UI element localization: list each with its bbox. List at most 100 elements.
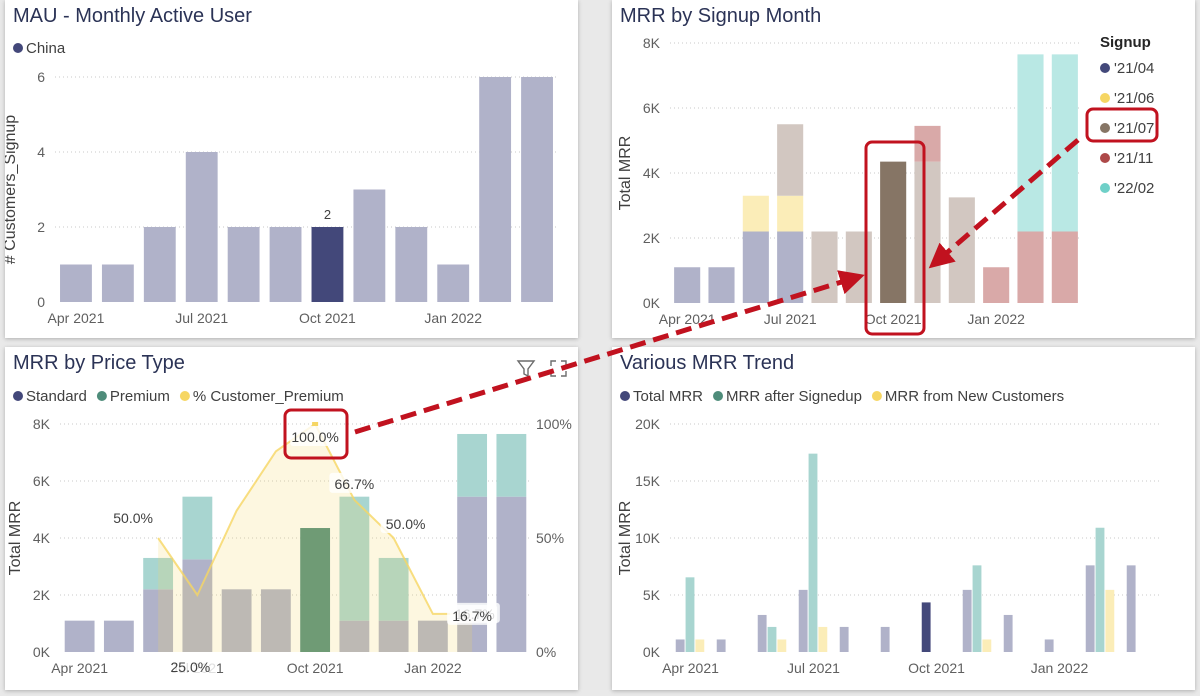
focus-mode-icon (550, 360, 567, 377)
legend-marker (1100, 153, 1110, 163)
price-bar-segment (300, 528, 331, 652)
legend-marker (96, 391, 107, 401)
y-tick-label: 0K (643, 644, 661, 660)
legend-title: Signup (1100, 34, 1151, 51)
y-tick-label: 0K (643, 295, 661, 311)
price-bar-segment (496, 496, 527, 652)
price-bar-segment (457, 496, 488, 652)
chart-title: MAU - Monthly Active User (13, 5, 252, 27)
legend-marker (713, 391, 724, 401)
mau-bar (521, 77, 553, 302)
trend-bar (1126, 565, 1136, 652)
mau-chart-panel: MAU - Monthly Active User China 0 2 4 6 Apr 20… (5, 0, 578, 338)
price-bar-segment (339, 620, 370, 652)
trend-bar (798, 589, 808, 652)
y-tick-label: 10K (635, 530, 661, 546)
mau-bar (101, 264, 134, 302)
signup-bar-segment (845, 231, 872, 303)
pct-label: 50.0% (113, 510, 153, 526)
x-tick-label: Apr 2021 (662, 660, 719, 676)
signup-bar-segment (811, 231, 838, 303)
pct-label-bg (447, 604, 498, 625)
mrr-price-chart-panel: MRR by Price Type Standard Premium % Custom… (5, 347, 578, 690)
y-tick-label: 6K (643, 100, 661, 116)
mau-bar (227, 227, 260, 302)
mrr-signup-chart-panel: MRR by Signup Month 0K 2K 4K 6K 8K Apr 2021 Jul… (612, 0, 1195, 338)
x-tick-label: Oct 2021 (865, 311, 922, 327)
signup-bar-segment (1017, 231, 1044, 303)
mau-bar (353, 189, 386, 302)
signup-bar-segment (914, 161, 941, 303)
y-tick-label: 4K (33, 530, 51, 546)
legend-marker (1100, 93, 1110, 103)
pct-label: 100.0% (291, 429, 338, 445)
trend-bar (675, 639, 685, 652)
legend-marker (1100, 183, 1110, 193)
trend-bar (685, 577, 695, 652)
filter-icon-shape (516, 360, 536, 378)
mrr-trend-chart-panel: Various MRR Trend Total MRR MRR after Sign… (612, 347, 1195, 690)
filter-icon (516, 360, 536, 378)
pct-label: 25.0% (171, 659, 211, 675)
data-label: 2 (324, 207, 331, 222)
trend-bar (1105, 589, 1115, 652)
mau-bar (269, 227, 302, 302)
price-bar-segment (182, 496, 213, 560)
legend-marker (1100, 123, 1110, 133)
chart-title: Various MRR Trend (620, 352, 794, 374)
signup-bar-segment (742, 231, 769, 303)
price-bar-segment (378, 620, 409, 652)
pct-label: 50.0% (386, 516, 426, 532)
x-tick-label: Apr 2021 (48, 310, 105, 326)
x-tick-label: Jan 2022 (404, 660, 462, 676)
trend-bar (767, 626, 777, 652)
pct-label: 16.7% (452, 608, 492, 624)
x-tick-label: Jul 2021 (175, 310, 228, 326)
mau-chart: MAU - Monthly Active User China 0 2 4 6 Apr 20… (5, 5, 558, 326)
trend-bar (777, 639, 787, 652)
signup-bar-segment (777, 231, 804, 303)
chart-title: MRR by Signup Month (620, 5, 821, 27)
x-tick-label: Oct 2021 (299, 310, 356, 326)
signup-bar-segment (880, 161, 907, 303)
mau-bar (185, 152, 218, 302)
price-bar-segment (143, 589, 174, 652)
legend-label: China (26, 40, 66, 57)
y-tick-label: 20K (635, 416, 661, 432)
y-tick-label: 2 (37, 219, 45, 235)
legend-label: '21/04 (1114, 60, 1154, 77)
y-tick-label: 6K (33, 473, 51, 489)
legend-label: '21/07 (1114, 120, 1154, 137)
price-bar-segment (417, 620, 448, 652)
trend-bar (972, 565, 982, 652)
focus-mode-icon-shape (550, 360, 567, 377)
trend-bar (757, 614, 767, 652)
legend-label: '22/02 (1114, 180, 1154, 197)
price-bar-segment (496, 433, 527, 497)
trend-bar (808, 453, 818, 652)
signup-bar-segment (983, 267, 1010, 303)
price-bar-segment (378, 557, 409, 621)
signup-bar-segment (777, 195, 804, 232)
mau-bar (395, 227, 428, 302)
y2-tick-label: 50% (536, 530, 564, 546)
legend-marker (620, 391, 630, 401)
y-axis-title: Total MRR (7, 501, 24, 576)
legend-label: % Customer_Premium (193, 388, 344, 405)
legend-label: Premium (110, 388, 170, 405)
trend-bar (695, 639, 705, 652)
signup-bar-segment (948, 197, 975, 303)
trend-bar (839, 626, 849, 652)
trend-bar (1003, 614, 1013, 652)
pct-area (158, 424, 473, 652)
pct-label-bg (165, 656, 216, 676)
y-tick-label: 2K (33, 587, 51, 603)
legend-marker (1100, 63, 1110, 73)
price-bar-segment (143, 557, 174, 590)
signup-bar-segment (777, 124, 804, 196)
y-tick-label: 0K (33, 644, 51, 660)
price-bar-segment (103, 620, 134, 652)
legend-marker (871, 391, 882, 401)
price-bar-segment (260, 589, 291, 652)
x-tick-label: Jan 2022 (424, 310, 482, 326)
